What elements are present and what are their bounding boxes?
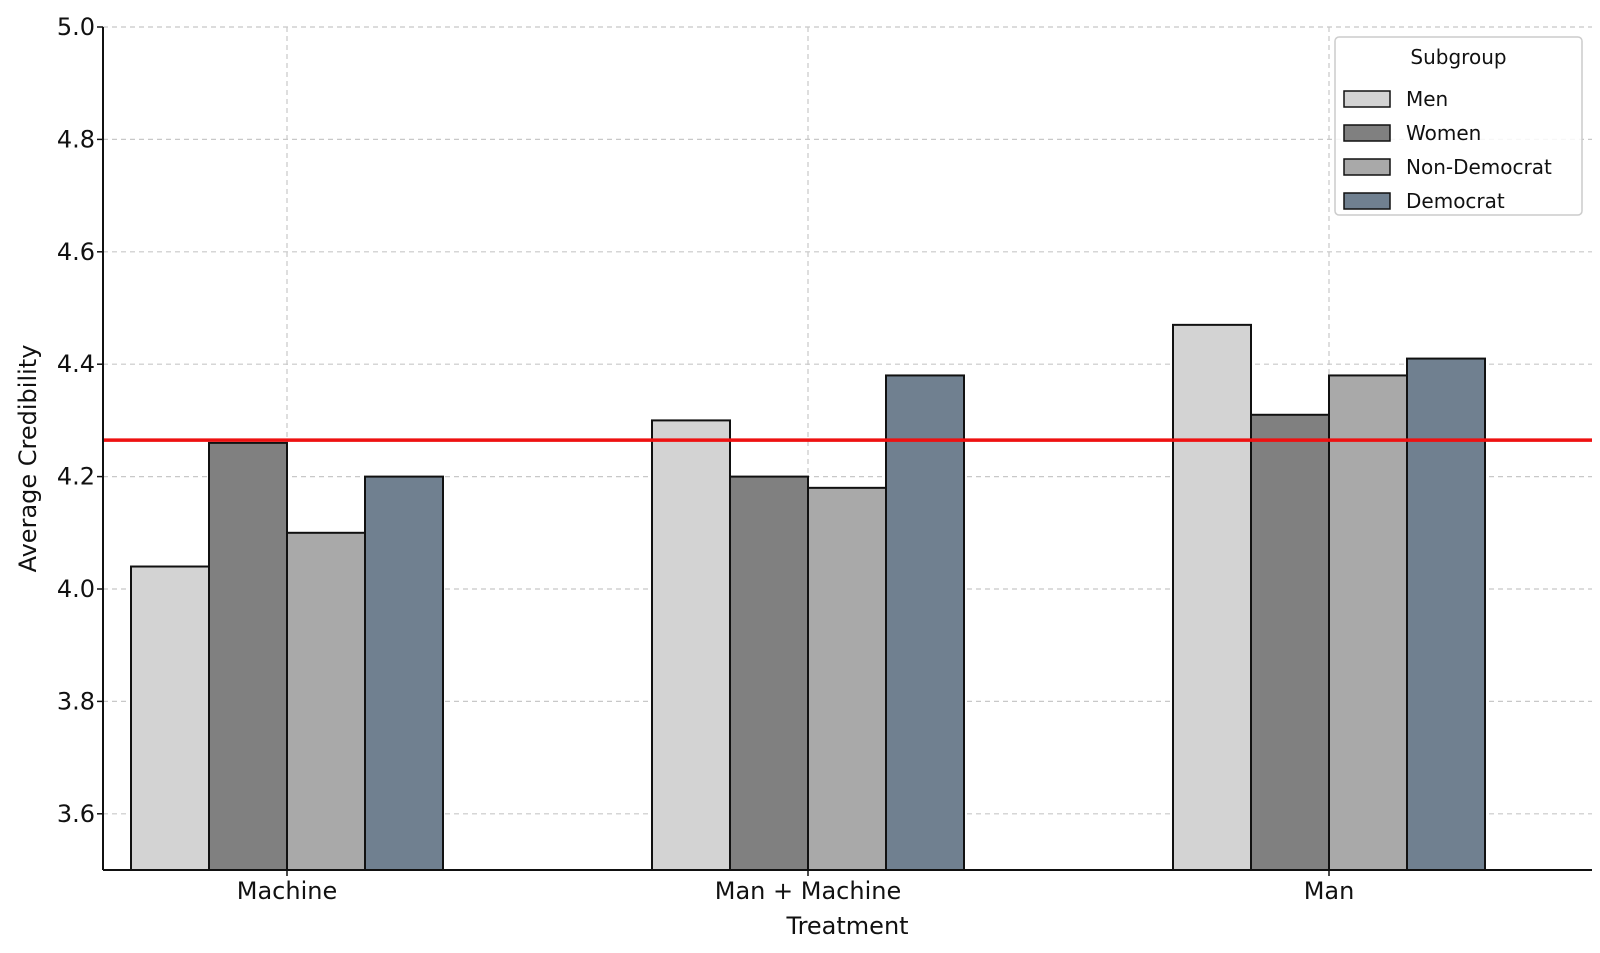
bar-men-2 (651, 419, 731, 871)
legend-label-men: Men (1406, 87, 1448, 111)
bar-democrat-3 (1406, 357, 1486, 871)
y-tick-label: 4.6 (57, 238, 95, 266)
legend-label-women: Women (1406, 121, 1481, 145)
legend-label-non-democrat: Non-Democrat (1406, 155, 1552, 179)
y-tick-label: 4.2 (57, 463, 95, 491)
x-tick-label: Machine (237, 877, 337, 905)
legend-swatch-non-democrat (1343, 158, 1391, 176)
bars (130, 323, 1486, 872)
bar-democrat-1 (364, 475, 444, 871)
y-tick-label: 5.0 (57, 13, 95, 41)
y-tick-labels: 3.6 3.8 4.0 4.2 4.4 4.6 4.8 5.0 (57, 13, 103, 828)
y-tick-label: 4.0 (57, 575, 95, 603)
x-tick-label: Man + Machine (715, 877, 901, 905)
x-tick-label: Man (1304, 877, 1355, 905)
legend-swatch-women (1343, 124, 1391, 142)
bar-non-democrat-1 (286, 531, 366, 871)
x-tick-labels: Machine Man + Machine Man (237, 870, 1355, 905)
bar-women-2 (729, 475, 809, 871)
bar-non-democrat-2 (807, 486, 887, 871)
bar-men-3 (1172, 323, 1252, 871)
bar-democrat-2 (885, 374, 965, 871)
axes (102, 27, 1592, 871)
legend-title: Subgroup (1410, 45, 1506, 69)
y-tick-label: 3.8 (57, 687, 95, 715)
legend: Subgroup Men Women Non-Democrat Democrat (1334, 36, 1583, 216)
bar-women-3 (1250, 413, 1330, 871)
bar-women-1 (208, 441, 288, 871)
y-tick-label: 3.6 (57, 800, 95, 828)
legend-box (1334, 36, 1583, 216)
bar-men-1 (130, 565, 210, 872)
y-tick-label: 4.4 (57, 350, 95, 378)
y-tick-label: 4.8 (57, 125, 95, 153)
legend-label-democrat: Democrat (1406, 189, 1505, 213)
legend-swatch-democrat (1343, 192, 1391, 210)
bar-non-democrat-3 (1328, 374, 1408, 871)
x-axis-label: Treatment (785, 912, 908, 940)
y-axis-label: Average Credibility (14, 345, 42, 573)
legend-swatch-men (1343, 90, 1391, 108)
